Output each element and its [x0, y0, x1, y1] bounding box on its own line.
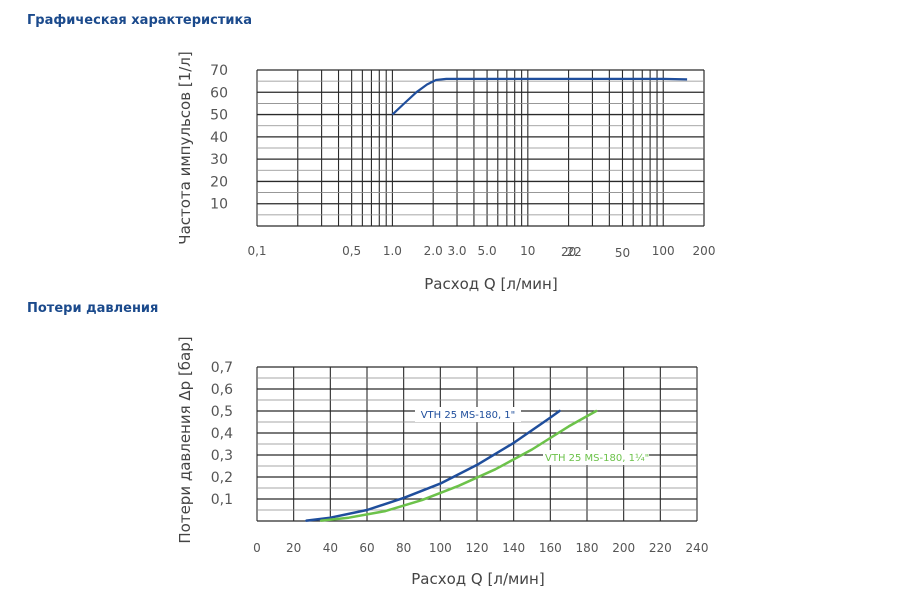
y-tick-label: 40: [210, 130, 228, 146]
x-tick-label: 240: [686, 541, 709, 555]
x-tick-label: 0,1: [247, 244, 266, 258]
series-label-background: [543, 450, 649, 465]
series-label: VTH 25 MS-180, 1¼": [545, 452, 649, 464]
y-axis-title: Частота импульсов [1/л]: [176, 51, 194, 244]
x-tick-label: 80: [396, 541, 411, 555]
y-tick-label: 0,6: [211, 382, 233, 398]
x-tick-label: 10: [520, 244, 535, 258]
x-tick-label: 0,5: [342, 244, 361, 258]
x-tick-label: 3.0: [447, 244, 466, 258]
x-tick-label: 100: [429, 541, 452, 555]
series-line-vth25-1in: [305, 409, 561, 522]
y-tick-label: 0,4: [211, 426, 233, 442]
x-tick-label: 100: [652, 244, 675, 258]
y-tick-label: 0,1: [211, 492, 233, 508]
y-tick-label: 0,3: [211, 448, 233, 464]
x-tick-label: 22: [567, 245, 582, 259]
x-axis-title: Расход Q [л/мин]: [424, 275, 557, 293]
x-tick-label: 20: [561, 245, 576, 259]
section-title-characteristic: Графическая характеристика: [27, 13, 253, 28]
x-tick-label: 50: [615, 246, 630, 260]
x-tick-label: 180: [576, 541, 599, 555]
y-tick-label: 70: [210, 63, 228, 79]
x-tick-label: 5.0: [478, 244, 497, 258]
series-line-vth25-1-1-4in: [319, 409, 598, 522]
y-tick-label: 0,5: [211, 404, 233, 420]
x-tick-label: 120: [466, 541, 489, 555]
y-tick-label: 10: [210, 197, 228, 213]
y-axis-title: Потери давления Δp [бар]: [176, 336, 194, 543]
x-tick-label: 2.0: [424, 244, 443, 258]
series-label-background: [415, 407, 521, 422]
chart-pressure-loss: 0,1 0,2 0,3 0,4 0,5 0,6 0,7 0 20 40 60 80 100 120 140 1…: [176, 336, 708, 588]
x-tick-label: 20: [286, 541, 301, 555]
y-tick-label: 0,7: [211, 360, 233, 376]
y-tick-label: 30: [210, 152, 228, 168]
y-tick-label: 20: [210, 174, 228, 190]
x-tick-label: 1.0: [383, 244, 402, 258]
y-tick-label: 60: [210, 85, 228, 101]
x-tick-label: 140: [502, 541, 525, 555]
x-tick-label: 60: [359, 541, 374, 555]
y-tick-label: 50: [210, 108, 228, 124]
x-tick-label: 220: [649, 541, 672, 555]
x-axis-title: Расход Q [л/мин]: [411, 570, 544, 588]
y-tick-label: 0,2: [211, 470, 233, 486]
section-title-pressure-loss: Потери давления: [27, 301, 159, 316]
x-tick-label: 200: [693, 244, 716, 258]
series-line-impulse-frequency: [391, 77, 688, 116]
series-label: VTH 25 MS-180, 1": [421, 410, 516, 421]
x-tick-label: 200: [612, 541, 635, 555]
x-tick-label: 160: [539, 541, 562, 555]
x-tick-label: 40: [323, 541, 338, 555]
x-tick-label: 0: [253, 541, 261, 555]
